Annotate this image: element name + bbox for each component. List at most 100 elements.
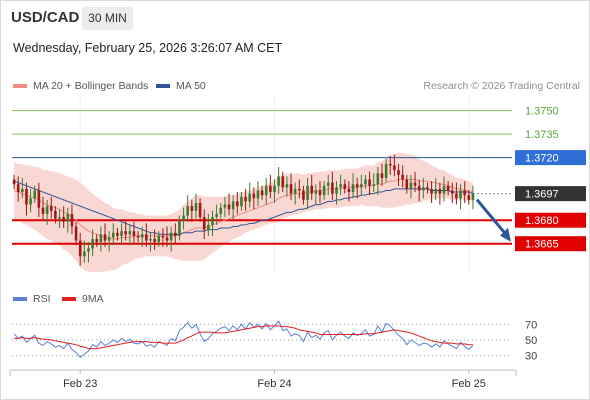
candle-body: [91, 239, 94, 249]
candle-body: [12, 179, 16, 185]
legend-ma50-swatch: [156, 84, 170, 89]
candle-body: [405, 179, 409, 189]
candle-body: [182, 215, 185, 221]
candle-body: [339, 184, 342, 188]
candle-body: [116, 232, 119, 236]
candle-body: [37, 190, 41, 208]
level-tag-1.3680: [515, 212, 586, 228]
timeframe-badge[interactable]: 30 MIN: [82, 7, 133, 30]
candle-body: [33, 190, 37, 199]
x-tick-label-Feb 25: Feb 25: [452, 378, 486, 390]
candle-body: [256, 190, 260, 199]
candle-body: [293, 188, 297, 194]
candle-body: [289, 184, 293, 194]
level-tag-1.3720: [515, 150, 586, 166]
candle-body: [83, 251, 86, 257]
candle-body: [207, 224, 210, 230]
candle-body: [314, 190, 318, 194]
price-levels: 1.3750 1.3735 1.3720 1.3697 1.3680 1.3665: [12, 106, 586, 252]
candle-body: [322, 185, 326, 196]
candle-body: [264, 185, 268, 196]
candle-body: [281, 176, 285, 188]
candle-body: [298, 188, 301, 191]
candle-body: [459, 190, 462, 199]
candle-body: [145, 234, 148, 241]
rsi-series-9MA: [14, 325, 473, 350]
candle-body: [95, 239, 99, 243]
candle-body: [54, 210, 57, 219]
candle-body: [430, 188, 433, 194]
candle-body: [409, 182, 413, 189]
ma50-line: [13, 180, 474, 235]
candle-body: [45, 206, 49, 214]
candle-body: [467, 195, 471, 200]
candle-body: [455, 193, 458, 199]
candle-body: [426, 187, 429, 189]
candle-body: [235, 201, 239, 207]
candle-body: [227, 204, 231, 210]
level-label-1.3720: 1.3720: [525, 153, 559, 165]
candle-body: [70, 213, 74, 227]
candle-body: [41, 207, 45, 214]
candle-body: [417, 185, 421, 191]
candle-body: [413, 182, 417, 186]
candle-body: [442, 185, 446, 194]
x-axis: Feb 23 Feb 24 Feb 25: [9, 369, 517, 390]
candle-body: [397, 170, 400, 175]
candle-body: [198, 203, 202, 218]
candle-body: [422, 187, 425, 191]
legend-9ma-swatch: [62, 297, 76, 302]
candle-body: [128, 231, 132, 235]
candle-body: [132, 231, 136, 236]
candle-body: [438, 188, 442, 194]
candle-body: [136, 235, 140, 238]
candle-body: [306, 185, 309, 200]
candle-body: [25, 188, 28, 205]
rsi-tick-50: 50: [525, 335, 537, 347]
candle-body: [335, 187, 338, 194]
rsi-tick-30: 30: [525, 351, 537, 363]
forecast-arrow-shaft: [475, 198, 509, 237]
candle-body: [169, 232, 173, 241]
x-tick-label-Feb 24: Feb 24: [257, 378, 291, 390]
rsi-tick-70: 70: [525, 319, 537, 331]
candle-body: [194, 203, 198, 211]
candle-body: [277, 176, 280, 186]
level-label-1.3750: 1.3750: [525, 106, 559, 118]
research-credit: Research © 2026 Trading Central: [423, 80, 580, 92]
candle-body: [21, 188, 24, 193]
candle-body: [252, 193, 256, 199]
candle-body: [326, 182, 330, 186]
bollinger-band: [14, 152, 473, 272]
candle-body: [190, 206, 194, 211]
candle-body: [153, 239, 156, 243]
ma20-line: [13, 179, 474, 240]
candle-body: [376, 173, 380, 185]
candle-body: [62, 217, 65, 222]
candle-body: [446, 185, 450, 191]
candle-body: [388, 163, 392, 166]
candle-body: [285, 184, 289, 188]
candle-body: [331, 182, 334, 194]
forecast-arrow-head: [500, 227, 511, 242]
legend-9ma: 9MA: [62, 293, 104, 305]
candle-body: [351, 184, 355, 193]
candles: [12, 154, 475, 266]
level-tag-1.3665: [515, 236, 586, 252]
candle-body: [244, 196, 247, 202]
legend-9ma-label: 9MA: [82, 293, 104, 305]
candle-body: [269, 185, 272, 193]
candle-body: [149, 239, 152, 241]
candle-body: [471, 193, 475, 200]
candle-body: [384, 163, 388, 178]
candle-body: [202, 217, 206, 230]
candle-body: [223, 204, 227, 208]
legend-ma20: MA 20 + Bollinger Bands: [13, 80, 148, 92]
candle-body: [87, 248, 90, 252]
legend-rsi: RSI: [13, 293, 51, 305]
candle-body: [16, 184, 20, 193]
candle-body: [161, 235, 165, 238]
candle-body: [58, 217, 61, 219]
candle-body: [368, 179, 371, 186]
